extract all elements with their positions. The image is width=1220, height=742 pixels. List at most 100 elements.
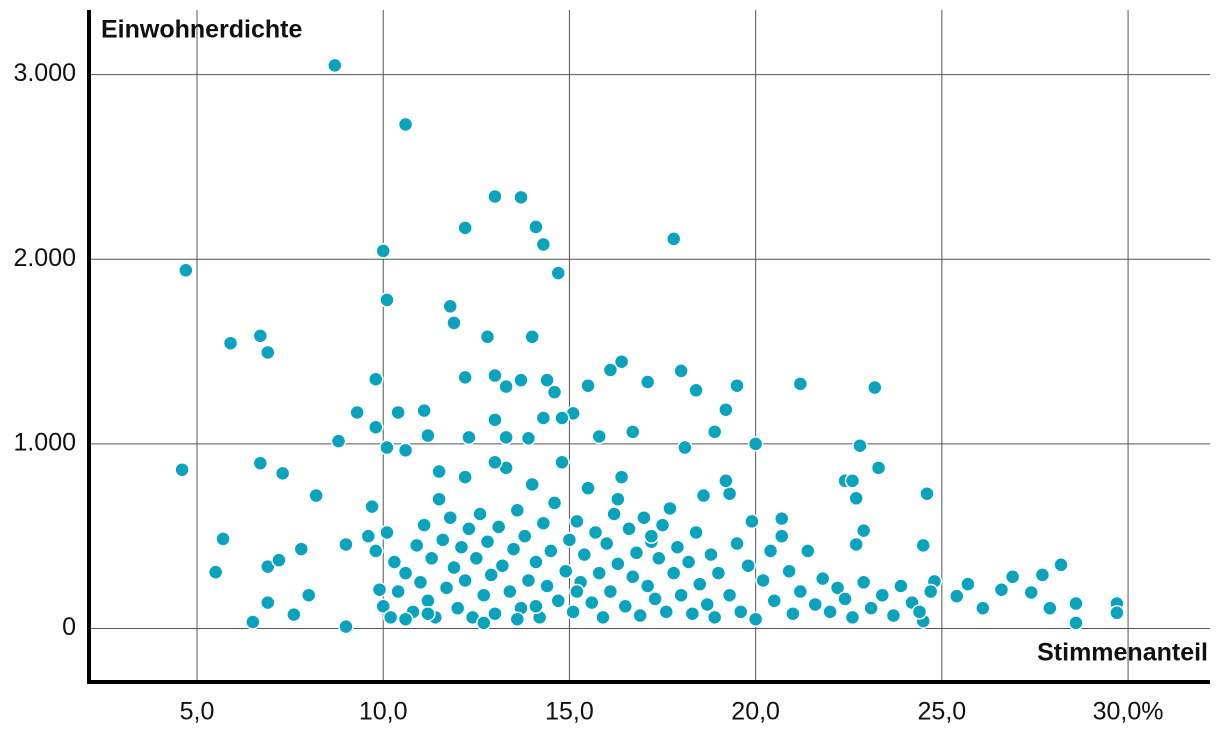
- point: [915, 537, 931, 554]
- point: [569, 583, 585, 600]
- point: [252, 328, 269, 344]
- point: [561, 532, 578, 548]
- point: [528, 219, 544, 235]
- point: [773, 510, 790, 527]
- point: [580, 480, 596, 496]
- point: [721, 485, 738, 502]
- point: [740, 557, 756, 574]
- point: [919, 485, 935, 502]
- point: [893, 578, 909, 594]
- point: [874, 587, 891, 603]
- point: [461, 429, 477, 446]
- point: [390, 583, 406, 600]
- point: [1034, 567, 1051, 583]
- point: [498, 378, 514, 395]
- point: [524, 476, 540, 493]
- point: [505, 541, 522, 557]
- point: [397, 611, 414, 627]
- x-tick-label: 30,0%: [1093, 698, 1164, 726]
- point: [591, 428, 607, 445]
- point: [520, 572, 537, 589]
- point: [699, 596, 715, 613]
- point: [855, 522, 872, 539]
- point: [550, 593, 567, 609]
- point: [773, 528, 790, 544]
- point: [308, 487, 324, 504]
- point: [729, 377, 745, 394]
- point: [617, 598, 634, 615]
- point: [487, 605, 503, 622]
- x-axis-label: Stimmenanteil: [1037, 639, 1208, 667]
- point: [327, 57, 343, 74]
- point: [420, 427, 436, 444]
- grid: [89, 10, 1210, 682]
- point: [766, 593, 783, 609]
- point: [706, 609, 723, 626]
- point: [718, 473, 734, 489]
- point: [569, 513, 585, 530]
- point: [949, 588, 965, 604]
- point: [755, 572, 771, 589]
- point: [665, 231, 682, 247]
- point: [543, 543, 559, 559]
- point: [379, 524, 395, 541]
- point: [375, 243, 391, 259]
- points: [174, 57, 1125, 635]
- point: [1004, 569, 1021, 585]
- point: [535, 515, 552, 531]
- point: [729, 535, 745, 552]
- point: [483, 567, 499, 583]
- point: [368, 543, 384, 559]
- point: [576, 546, 593, 563]
- point: [397, 565, 414, 581]
- point: [658, 604, 675, 620]
- y-axis-label: Einwohnerdichte: [101, 16, 303, 44]
- point: [539, 578, 555, 594]
- point: [692, 576, 708, 592]
- point: [442, 298, 459, 315]
- point: [837, 591, 853, 607]
- point: [848, 536, 864, 553]
- point: [416, 517, 432, 533]
- point: [554, 410, 570, 426]
- point: [487, 412, 503, 428]
- point: [867, 379, 883, 396]
- point: [513, 189, 529, 206]
- point: [260, 594, 276, 611]
- point: [595, 609, 611, 626]
- point: [375, 598, 391, 615]
- point: [338, 536, 354, 553]
- point: [628, 545, 645, 561]
- point: [476, 615, 492, 631]
- point: [744, 513, 760, 530]
- point: [960, 576, 976, 592]
- point: [1023, 584, 1039, 601]
- point: [207, 564, 224, 580]
- point: [807, 596, 823, 613]
- point: [662, 500, 678, 517]
- point: [442, 509, 459, 526]
- point: [286, 606, 302, 623]
- y-tick-label: 0: [62, 613, 76, 641]
- point: [509, 611, 526, 627]
- point: [654, 517, 671, 533]
- point: [639, 578, 656, 594]
- point: [855, 574, 872, 591]
- point: [647, 591, 663, 607]
- point: [479, 329, 496, 345]
- point: [546, 384, 563, 400]
- point: [271, 552, 287, 568]
- point: [610, 491, 626, 507]
- x-tick-label: 25,0: [918, 698, 967, 726]
- point: [479, 533, 496, 550]
- point: [636, 509, 652, 526]
- y-tick-label: 1.000: [13, 428, 76, 456]
- point: [446, 315, 462, 331]
- point: [487, 188, 503, 205]
- point: [844, 473, 861, 489]
- point: [494, 557, 511, 574]
- point: [528, 598, 544, 615]
- x-tick-label: 15,0: [545, 698, 594, 726]
- point: [695, 487, 712, 504]
- y-tick-label: 2.000: [13, 244, 76, 272]
